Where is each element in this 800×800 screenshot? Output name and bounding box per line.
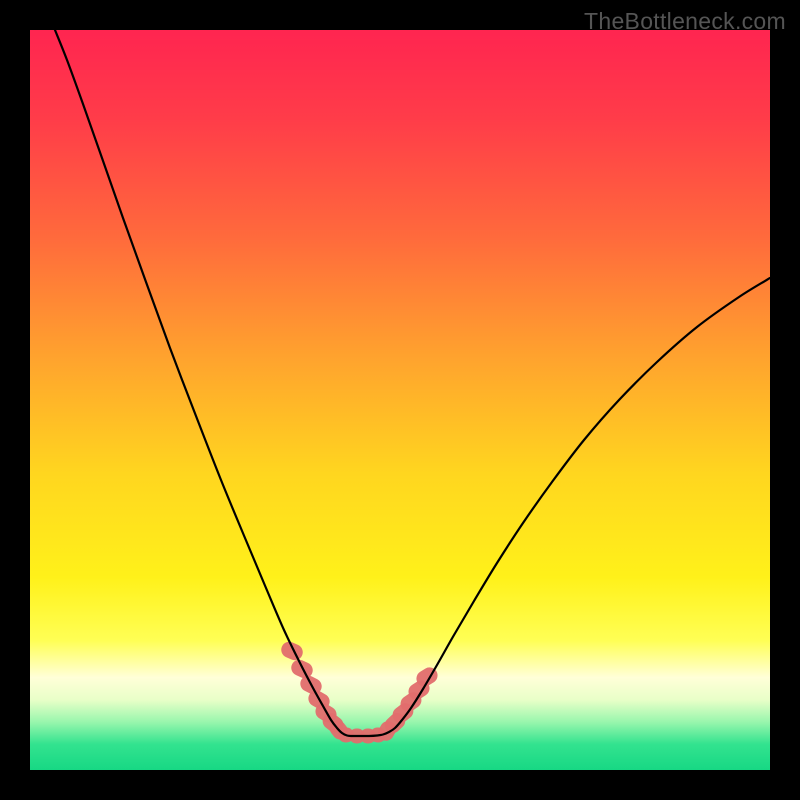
bottleneck-curve-chart [0,0,800,800]
watermark-label: TheBottleneck.com [584,8,786,35]
chart-stage: TheBottleneck.com [0,0,800,800]
plot-background [30,30,770,770]
